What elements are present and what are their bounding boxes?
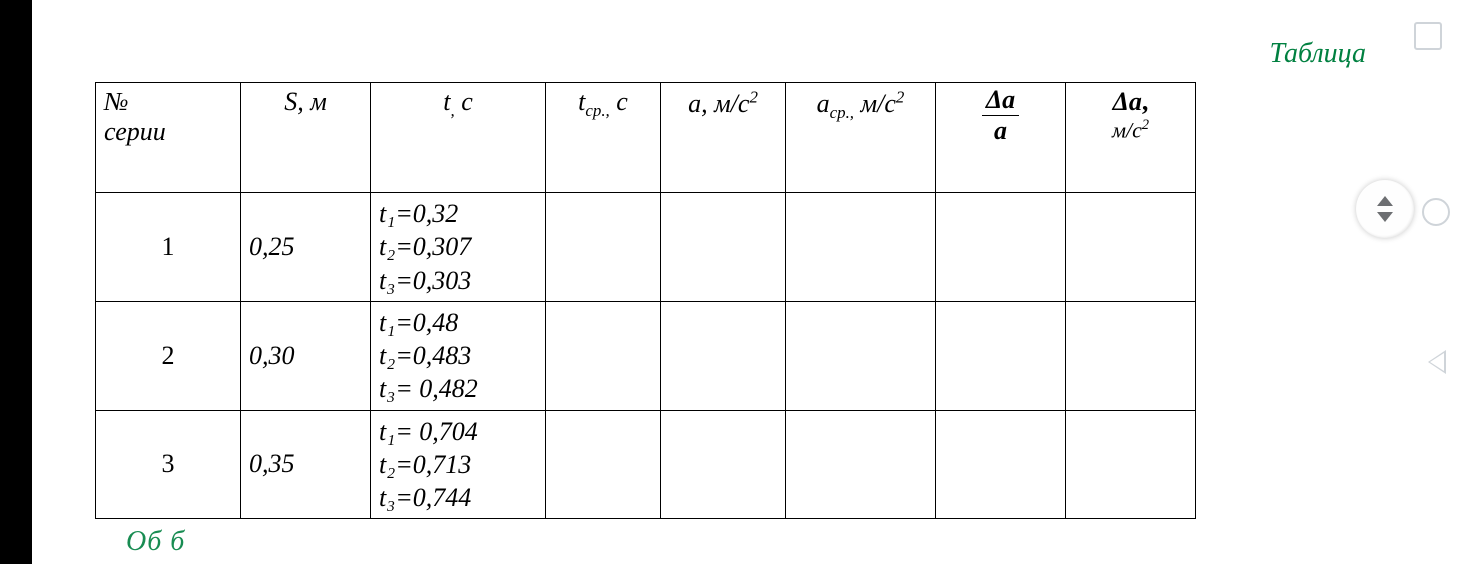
chevron-down-icon bbox=[1377, 212, 1393, 222]
cell-tcp bbox=[546, 301, 661, 410]
left-black-strip bbox=[0, 0, 32, 564]
back-icon-fill bbox=[1430, 353, 1444, 371]
cell-acp bbox=[786, 193, 936, 302]
cell-t: t₁=0,48 t₂=0,483 t₃= 0,482 bbox=[371, 301, 546, 410]
hdr-a: а, м/с2 bbox=[661, 83, 786, 193]
cell-da bbox=[936, 301, 1066, 410]
cell-da bbox=[936, 193, 1066, 302]
hdr-delta-a-unit: Δа, м/с2 bbox=[1066, 83, 1196, 193]
table-header-row: № серии S, м t, с tср., с а, м/с2 аср., … bbox=[96, 83, 1196, 193]
hdr-acp: аср., м/с2 bbox=[786, 83, 936, 193]
hdr-t: t, с bbox=[371, 83, 546, 193]
cell-n: 3 bbox=[96, 410, 241, 519]
hdr-series: № серии bbox=[96, 83, 241, 193]
cell-s: 0,30 bbox=[241, 301, 371, 410]
hdr-delta-over-a: Δа а bbox=[936, 83, 1066, 193]
hdr-s: S, м bbox=[241, 83, 371, 193]
cell-a bbox=[661, 410, 786, 519]
cell-a bbox=[661, 301, 786, 410]
table-row: 1 0,25 t₁=0,32 t₂=0,307 t₃=0,303 bbox=[96, 193, 1196, 302]
scroll-spinner[interactable] bbox=[1356, 180, 1414, 238]
cell-acp bbox=[786, 410, 936, 519]
recent-apps-icon[interactable] bbox=[1414, 22, 1442, 50]
data-table: № серии S, м t, с tср., с а, м/с2 аср., … bbox=[95, 82, 1196, 519]
cell-n: 1 bbox=[96, 193, 241, 302]
table-row: 2 0,30 t₁=0,48 t₂=0,483 t₃= 0,482 bbox=[96, 301, 1196, 410]
table-caption: Таблица bbox=[1270, 38, 1367, 70]
cell-acp bbox=[786, 301, 936, 410]
cell-t: t₁=0,32 t₂=0,307 t₃=0,303 bbox=[371, 193, 546, 302]
chevron-up-icon bbox=[1377, 196, 1393, 206]
cell-tcp bbox=[546, 193, 661, 302]
cell-t: t₁= 0,704 t₂=0,713 t₃=0,744 bbox=[371, 410, 546, 519]
cell-tcp bbox=[546, 410, 661, 519]
cell-da bbox=[936, 410, 1066, 519]
home-icon[interactable] bbox=[1422, 198, 1450, 226]
cell-n: 2 bbox=[96, 301, 241, 410]
cell-dau bbox=[1066, 410, 1196, 519]
hdr-tcp: tср., с bbox=[546, 83, 661, 193]
cell-s: 0,35 bbox=[241, 410, 371, 519]
cutoff-text: Об б bbox=[126, 526, 185, 558]
cell-dau bbox=[1066, 193, 1196, 302]
table-row: 3 0,35 t₁= 0,704 t₂=0,713 t₃=0,744 bbox=[96, 410, 1196, 519]
cell-s: 0,25 bbox=[241, 193, 371, 302]
cell-dau bbox=[1066, 301, 1196, 410]
cell-a bbox=[661, 193, 786, 302]
